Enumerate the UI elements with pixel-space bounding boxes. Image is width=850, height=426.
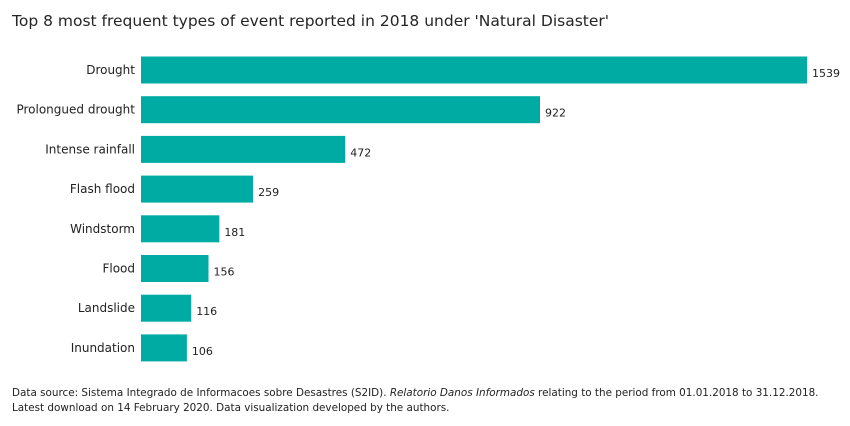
footnote-prefix: Data source: Sistema Integrado de Inform… [12, 387, 390, 399]
bar-flash-flood [141, 175, 254, 203]
value-label-intense-rainfall: 472 [350, 146, 371, 159]
category-label-landslide: Landslide [78, 301, 135, 315]
value-label-flood: 156 [214, 266, 235, 279]
category-label-flash-flood: Flash flood [70, 182, 135, 196]
category-label-prolongued-drought: Prolongued drought [16, 103, 135, 117]
bar-inundation [141, 334, 187, 362]
value-label-drought: 1539 [812, 67, 840, 80]
category-label-flood: Flood [102, 262, 135, 276]
bar-intense-rainfall [141, 135, 346, 163]
footnote-suffix: relating to the period from 01.01.2018 t… [12, 387, 819, 414]
category-label-drought: Drought [86, 63, 135, 77]
chart-title: Top 8 most frequent types of event repor… [12, 12, 610, 30]
value-label-landslide: 116 [196, 305, 217, 318]
value-label-windstorm: 181 [224, 226, 245, 239]
category-label-windstorm: Windstorm [70, 222, 135, 236]
bar-chart: Drought 1539 Prolongued drought 922 Intense … [16, 56, 840, 362]
bar-drought [141, 56, 807, 84]
category-label-inundation: Inundation [71, 341, 135, 355]
bar-landslide [141, 294, 192, 322]
value-label-flash-flood: 259 [258, 186, 279, 199]
bar-flood [141, 255, 209, 282]
category-label-intense-rainfall: Intense rainfall [45, 142, 135, 156]
bar-prolongued-drought [141, 96, 540, 124]
bar-windstorm [141, 215, 220, 243]
footnote-italic: Relatorio Danos Informados [389, 387, 535, 399]
footnote: Data source: Sistema Integrado de Inform… [12, 386, 842, 416]
value-label-prolongued-drought: 922 [545, 107, 566, 120]
value-label-inundation: 106 [192, 345, 213, 358]
